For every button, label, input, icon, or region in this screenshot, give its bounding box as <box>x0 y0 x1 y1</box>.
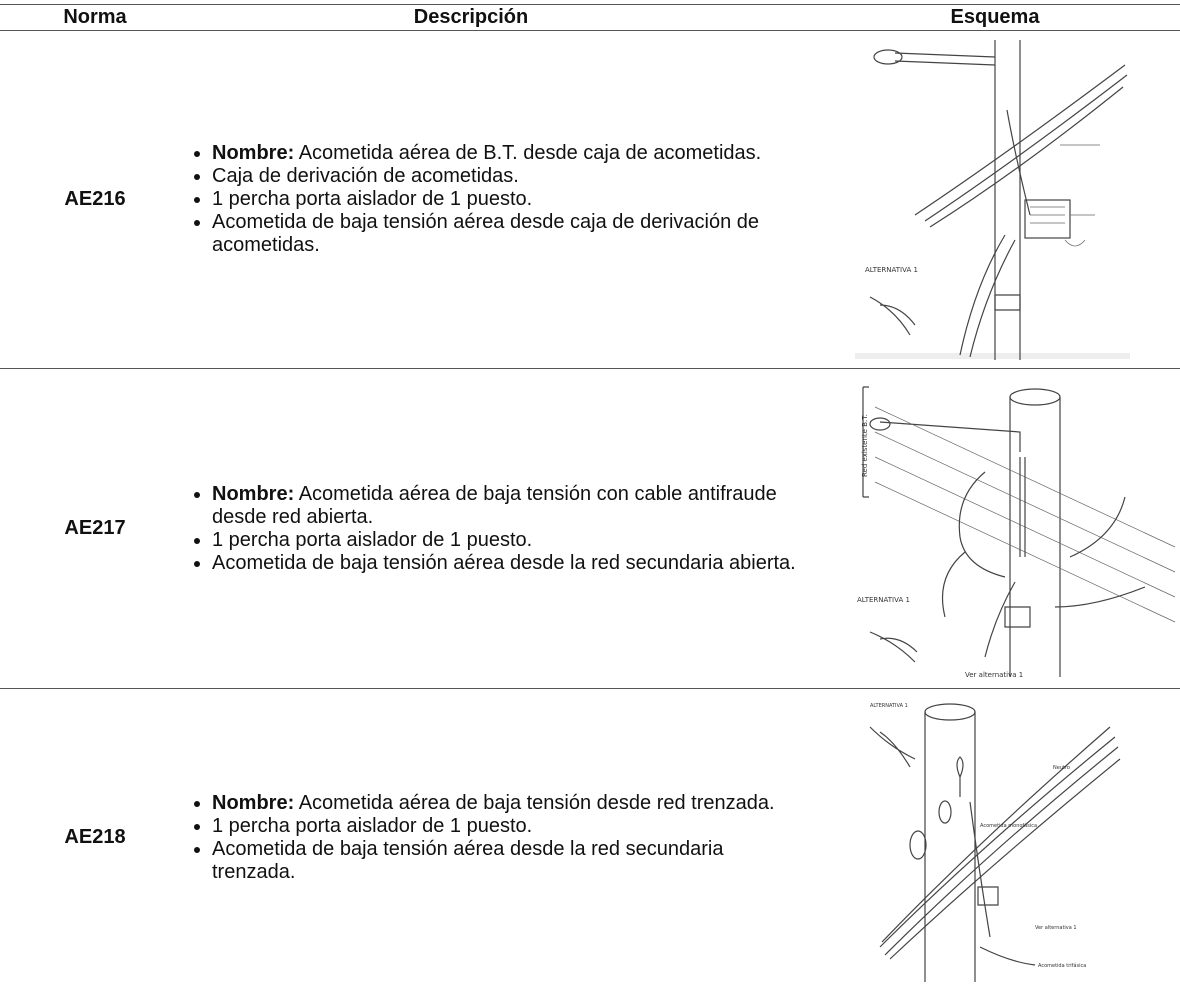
rule <box>0 4 1180 5</box>
schema-label: Red existente B.T. <box>861 414 869 477</box>
item-text: 1 percha porta aislador de 1 puesto. <box>212 814 533 837</box>
schema-label: ALTERNATIVA 1 <box>870 703 908 709</box>
table-row: AE218 Nombre: Acometida aérea de baja te… <box>0 689 1180 986</box>
rule <box>0 30 1180 31</box>
item-text: Caja de derivación de acometidas. <box>212 165 519 187</box>
item: Nombre: Acometida aérea de baja tensión … <box>212 483 796 529</box>
item-text: Acometida aérea de B.T. desde caja de ac… <box>298 142 762 164</box>
item-text: Acometida de baja tensión aérea desde la… <box>212 551 796 574</box>
item-label: Nombre: <box>212 791 295 814</box>
item-list: Nombre: Acometida aérea de baja tensión … <box>186 792 796 884</box>
schema-label: Acometida monofásica <box>980 822 1037 829</box>
schema-drawing: ALTERNATIVA 1 <box>855 40 1130 360</box>
schema-label: Ver alternativa 1 <box>1035 925 1077 931</box>
schema-label: Neutro <box>1053 765 1070 771</box>
schema-label: ALTERNATIVA 1 <box>865 266 918 274</box>
item: Acometida de baja tensión aérea desde ca… <box>212 211 796 257</box>
schema-label: Ver alternativa 1 <box>965 671 1023 679</box>
item: 1 percha porta aislador de 1 puesto. <box>212 188 796 211</box>
item: 1 percha porta aislador de 1 puesto. <box>212 815 796 838</box>
header-cell: Norma <box>63 6 127 28</box>
schema-drawing: ALTERNATIVA 1 Neutro Acometida monofásic… <box>869 703 1121 982</box>
item-text: Acometida de baja tensión aérea desde ca… <box>212 211 760 256</box>
item-text: Acometida de baja tensión aérea desde la… <box>212 837 724 883</box>
description: Nombre: Acometida aérea de baja tensión … <box>186 689 796 986</box>
item-list: Nombre: Acometida aérea de baja tensión … <box>186 483 796 575</box>
item-label: Nombre: <box>212 482 295 505</box>
item: Nombre: Acometida aérea de B.T. desde ca… <box>212 142 796 165</box>
item-list: Nombre: Acometida aérea de B.T. desde ca… <box>186 142 796 257</box>
rule <box>0 368 1180 369</box>
schema-label: ALTERNATIVA 1 <box>857 596 910 604</box>
item-text: 1 percha porta aislador de 1 puesto. <box>212 528 533 551</box>
norma: AE218 <box>64 826 126 848</box>
item: Nombre: Acometida aérea de baja tensión … <box>212 792 796 815</box>
rule <box>0 688 1180 689</box>
item-label: Nombre: <box>212 142 295 164</box>
description: Nombre: Acometida aérea de baja tensión … <box>186 369 796 688</box>
item: Caja de derivación de acometidas. <box>212 165 796 188</box>
item: 1 percha porta aislador de 1 puesto. <box>212 529 796 552</box>
norma: AE216 <box>64 188 126 210</box>
description: Nombre: Acometida aérea de B.T. desde ca… <box>186 31 796 368</box>
header-cell: Descripción <box>413 6 529 28</box>
item: Acometida de baja tensión aérea desde la… <box>212 552 796 575</box>
schema-drawing: Red existente B.T. ALTERNATIVA 1 Ver alt… <box>857 386 1176 679</box>
item-text: Acometida aérea de baja tensión con cabl… <box>212 482 777 528</box>
table-row: AE216 Nombre: Acometida aérea de B.T. de… <box>0 31 1180 368</box>
item-text: 1 percha porta aislador de 1 puesto. <box>212 188 533 210</box>
norma: AE217 <box>64 517 126 539</box>
header-cell: Esquema <box>950 6 1040 28</box>
schema-label: Acometida trifásica <box>1038 962 1086 969</box>
item: Acometida de baja tensión aérea desde la… <box>212 838 796 884</box>
item-text: Acometida aérea de baja tensión desde re… <box>298 791 775 814</box>
table-row: AE217 Nombre: Acometida aérea de baja te… <box>0 369 1180 688</box>
